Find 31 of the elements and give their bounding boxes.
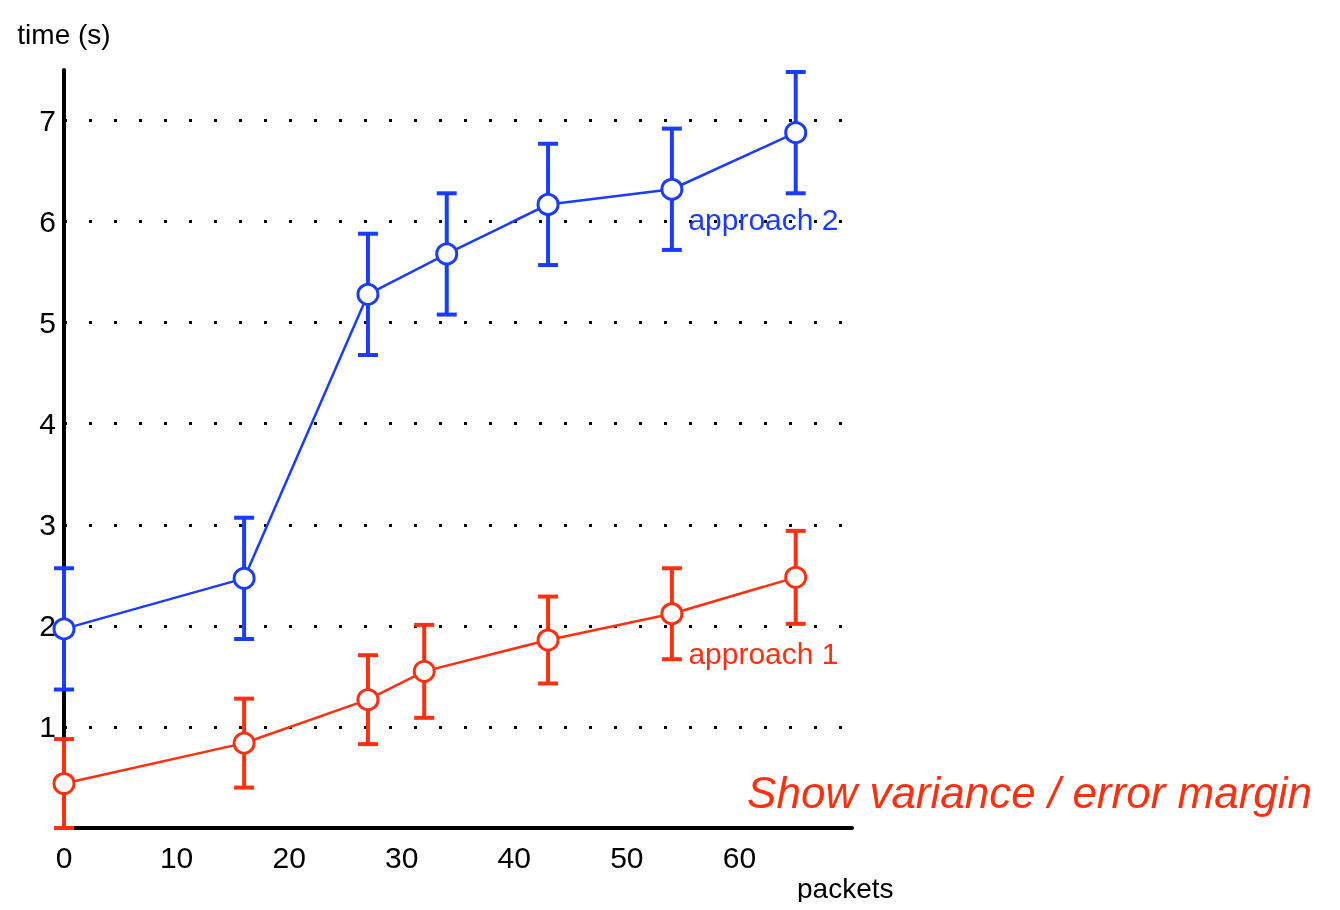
y-tick-label: 1 xyxy=(39,710,56,744)
point xyxy=(356,688,380,712)
x-tick-label: 20 xyxy=(272,840,306,874)
y-tick-label: 4 xyxy=(39,407,56,441)
point xyxy=(660,177,684,201)
x-tick-label: 50 xyxy=(610,840,644,874)
point xyxy=(52,772,76,796)
point xyxy=(356,282,380,306)
x-tick-label: 0 xyxy=(55,840,73,874)
x-tick-label: 60 xyxy=(722,840,757,874)
y-tick-label: 2 xyxy=(39,609,56,643)
point xyxy=(232,731,256,755)
x-tick-label: 40 xyxy=(497,840,531,874)
point xyxy=(536,628,560,652)
x-tick-label: 10 xyxy=(159,840,194,874)
point xyxy=(784,565,808,589)
point xyxy=(536,192,560,216)
point xyxy=(784,121,808,145)
y-tick-label: 5 xyxy=(39,306,56,340)
series-label: approach 2 xyxy=(688,202,839,236)
y-axis-title: time (s) xyxy=(17,18,111,50)
series-label: approach 1 xyxy=(688,637,839,671)
x-tick-label: 30 xyxy=(385,840,419,874)
point xyxy=(412,659,436,683)
y-tick-label: 6 xyxy=(39,205,56,239)
y-tick-label: 3 xyxy=(39,508,56,542)
annotation: Show variance / error margin xyxy=(747,767,1312,817)
point xyxy=(435,242,459,266)
y-tick-label: 7 xyxy=(39,104,56,138)
point xyxy=(660,602,684,626)
point xyxy=(232,566,256,590)
